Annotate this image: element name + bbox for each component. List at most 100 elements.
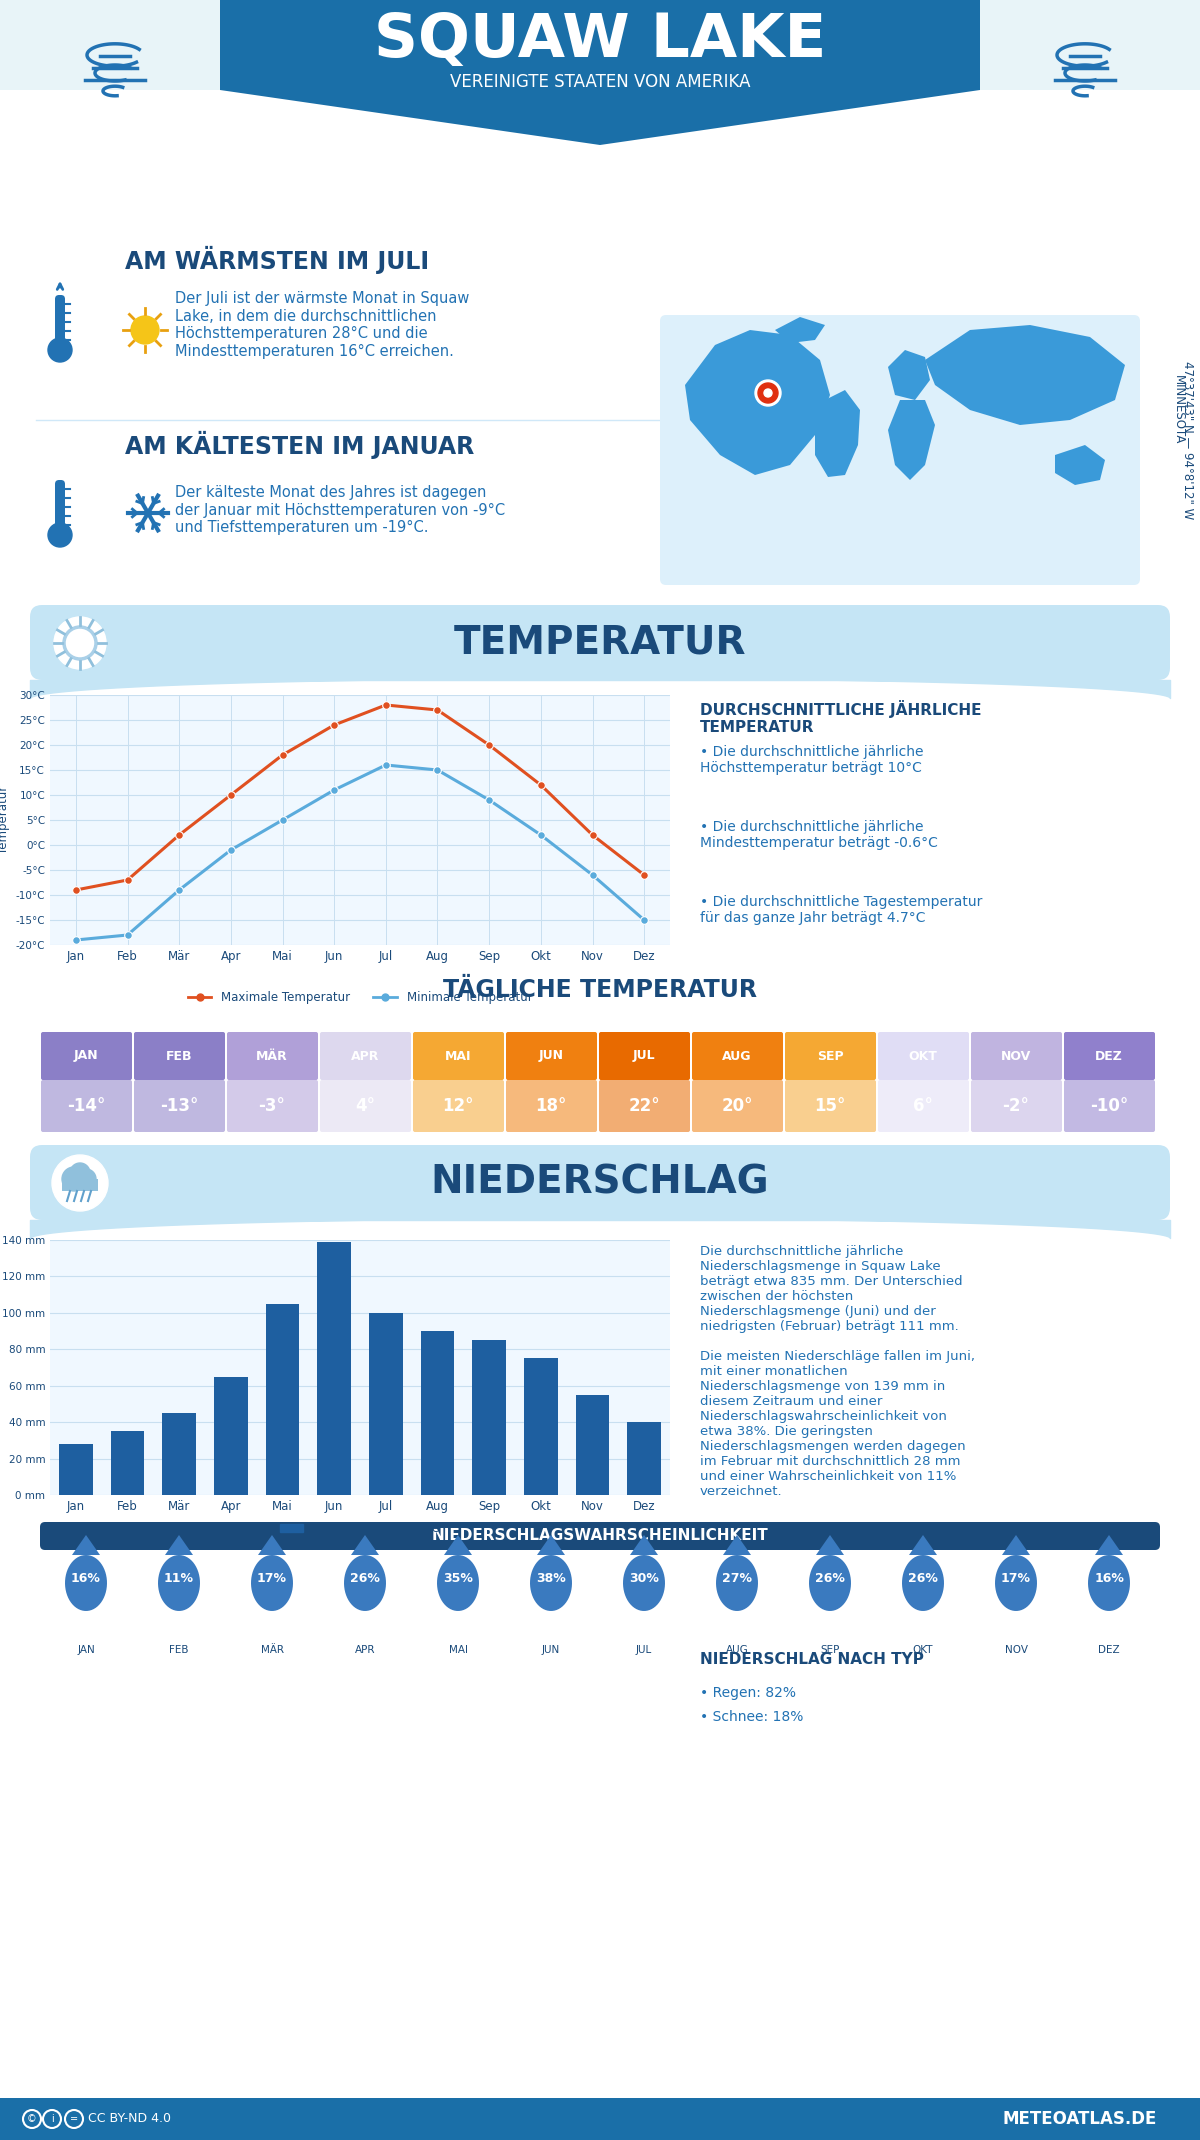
Text: JAN: JAN — [73, 1049, 98, 1061]
Bar — [421, 1331, 455, 1496]
Text: AM WÄRMSTEN IM JULI: AM WÄRMSTEN IM JULI — [125, 246, 430, 274]
Circle shape — [70, 1162, 90, 1183]
Text: • Die durchschnittliche jährliche
Höchsttemperatur beträgt 10°C: • Die durchschnittliche jährliche Höchst… — [700, 745, 924, 775]
Circle shape — [48, 338, 72, 362]
Circle shape — [764, 389, 772, 398]
Text: -3°: -3° — [258, 1098, 286, 1115]
Bar — [317, 1241, 350, 1496]
Text: FEB: FEB — [169, 1646, 188, 1654]
Polygon shape — [530, 1534, 572, 1611]
FancyBboxPatch shape — [692, 1081, 784, 1132]
Bar — [0, 0, 230, 90]
Text: DEZ: DEZ — [1096, 1049, 1123, 1061]
Text: 27%: 27% — [722, 1571, 752, 1584]
Text: OKT: OKT — [908, 1049, 937, 1061]
Text: -13°: -13° — [160, 1098, 198, 1115]
Text: MAI: MAI — [449, 1646, 468, 1654]
Polygon shape — [1088, 1534, 1130, 1611]
Text: 16%: 16% — [1094, 1571, 1124, 1584]
FancyBboxPatch shape — [320, 1081, 410, 1132]
Polygon shape — [995, 1534, 1037, 1611]
Text: 26%: 26% — [815, 1571, 845, 1584]
Circle shape — [76, 1168, 96, 1190]
Text: MÄR: MÄR — [256, 1049, 288, 1061]
Text: i: i — [50, 2114, 53, 2125]
Text: MINNESOTA: MINNESOTA — [1171, 374, 1184, 445]
Polygon shape — [437, 1534, 479, 1611]
Text: JAN: JAN — [77, 1646, 95, 1654]
FancyBboxPatch shape — [134, 1031, 226, 1081]
Legend: Maximale Temperatur, Minimale Temperatur: Maximale Temperatur, Minimale Temperatur — [182, 987, 538, 1010]
Text: 12°: 12° — [443, 1098, 474, 1115]
Bar — [265, 1303, 299, 1496]
Text: -14°: -14° — [67, 1098, 106, 1115]
Bar — [0, 90, 1200, 610]
Text: 11%: 11% — [164, 1571, 194, 1584]
Text: MAI: MAI — [445, 1049, 472, 1061]
Bar — [524, 1359, 558, 1496]
Polygon shape — [902, 1534, 944, 1611]
Text: SQUAW LAKE: SQUAW LAKE — [374, 11, 826, 68]
FancyBboxPatch shape — [878, 1031, 970, 1081]
Bar — [628, 1423, 661, 1496]
FancyBboxPatch shape — [506, 1031, 598, 1081]
Text: 4°: 4° — [355, 1098, 374, 1115]
Text: FEB: FEB — [166, 1049, 192, 1061]
FancyBboxPatch shape — [878, 1081, 970, 1132]
Text: TEMPERATUR: TEMPERATUR — [454, 625, 746, 661]
FancyBboxPatch shape — [785, 1031, 876, 1081]
FancyBboxPatch shape — [55, 295, 65, 351]
Bar — [62, 1179, 98, 1192]
Circle shape — [52, 1156, 108, 1211]
Polygon shape — [623, 1534, 665, 1611]
Bar — [970, 0, 1200, 90]
FancyBboxPatch shape — [40, 1522, 1160, 1549]
Text: JUL: JUL — [632, 1049, 655, 1061]
FancyBboxPatch shape — [971, 1031, 1062, 1081]
Polygon shape — [815, 389, 860, 477]
Text: 6°: 6° — [913, 1098, 932, 1115]
Text: AUG: AUG — [726, 1646, 749, 1654]
Circle shape — [755, 381, 781, 407]
Text: • Die durchschnittliche Tagestemperatur
für das ganze Jahr beträgt 4.7°C: • Die durchschnittliche Tagestemperatur … — [700, 895, 983, 924]
Text: NOV: NOV — [1001, 1049, 1031, 1061]
Bar — [110, 1432, 144, 1496]
Text: Der kälteste Monat des Jahres ist dagegen
der Januar mit Höchsttemperaturen von : Der kälteste Monat des Jahres ist dagege… — [175, 486, 505, 535]
Polygon shape — [158, 1534, 200, 1611]
Text: NIEDERSCHLAG: NIEDERSCHLAG — [431, 1164, 769, 1203]
FancyBboxPatch shape — [227, 1081, 318, 1132]
FancyBboxPatch shape — [55, 479, 65, 535]
Text: SEP: SEP — [817, 1049, 844, 1061]
Bar — [162, 1412, 196, 1496]
Polygon shape — [344, 1534, 386, 1611]
Polygon shape — [685, 330, 830, 475]
Text: 38%: 38% — [536, 1571, 566, 1584]
FancyBboxPatch shape — [41, 1031, 132, 1081]
Text: DURCHSCHNITTLICHE JÄHRLICHE
TEMPERATUR: DURCHSCHNITTLICHE JÄHRLICHE TEMPERATUR — [700, 700, 982, 736]
Text: 16%: 16% — [71, 1571, 101, 1584]
Text: NOV: NOV — [1004, 1646, 1027, 1654]
Text: 26%: 26% — [350, 1571, 380, 1584]
Polygon shape — [1055, 445, 1105, 486]
FancyBboxPatch shape — [30, 1145, 1170, 1220]
Text: APR: APR — [355, 1646, 376, 1654]
Text: AM KÄLTESTEN IM JANUAR: AM KÄLTESTEN IM JANUAR — [125, 430, 474, 460]
Bar — [370, 1312, 403, 1496]
Text: NIEDERSCHLAG NACH TYP: NIEDERSCHLAG NACH TYP — [700, 1652, 924, 1667]
Text: Der Juli ist der wärmste Monat in Squaw
Lake, in dem die durchschnittlichen
Höch: Der Juli ist der wärmste Monat in Squaw … — [175, 291, 469, 360]
Polygon shape — [888, 351, 930, 400]
Text: TÄGLICHE TEMPERATUR: TÄGLICHE TEMPERATUR — [443, 978, 757, 1002]
Bar — [0, 2097, 1200, 2140]
Text: 15°: 15° — [815, 1098, 846, 1115]
Text: MÄR: MÄR — [260, 1646, 283, 1654]
Text: JUL: JUL — [636, 1646, 652, 1654]
FancyBboxPatch shape — [413, 1081, 504, 1132]
FancyBboxPatch shape — [1064, 1081, 1154, 1132]
Text: -2°: -2° — [1002, 1098, 1030, 1115]
FancyBboxPatch shape — [506, 1081, 598, 1132]
Text: 30%: 30% — [629, 1571, 659, 1584]
FancyBboxPatch shape — [1064, 1031, 1154, 1081]
FancyBboxPatch shape — [599, 1081, 690, 1132]
Bar — [59, 1444, 92, 1496]
Text: -10°: -10° — [1090, 1098, 1128, 1115]
